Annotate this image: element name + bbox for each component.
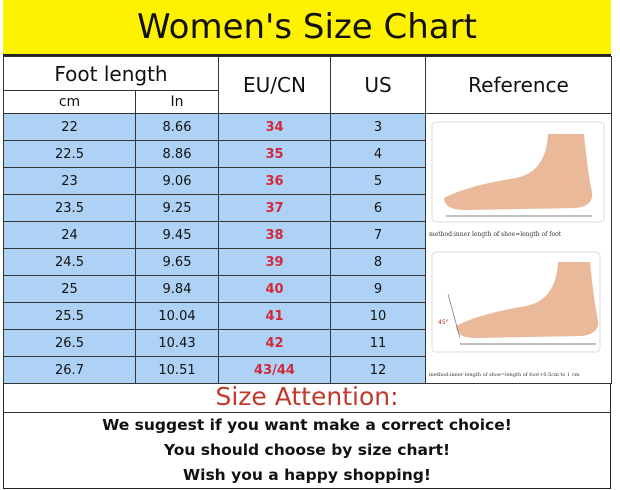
angle-label: 45° bbox=[438, 319, 449, 326]
cell-in: 9.84 bbox=[135, 275, 219, 303]
cell-us: 5 bbox=[330, 167, 426, 195]
cell-cm: 26.7 bbox=[3, 356, 136, 384]
foot-shape bbox=[444, 134, 593, 210]
attention-line: We suggest if you want make a correct ch… bbox=[102, 416, 512, 434]
header-in: In bbox=[135, 90, 219, 114]
foot-measure-image: 45° bbox=[431, 121, 605, 353]
attention-line: You should choose by size chart! bbox=[163, 441, 451, 459]
header-us: US bbox=[330, 56, 426, 114]
cell-eu: 36 bbox=[218, 167, 331, 195]
cell-eu: 41 bbox=[218, 302, 331, 330]
reference-cell: 45° method:inner length of shoe=length o… bbox=[425, 113, 612, 384]
reference-caption-2: method:inner length of shoe=length of fo… bbox=[429, 372, 580, 378]
cell-cm: 23.5 bbox=[3, 194, 136, 222]
cell-cm: 26.5 bbox=[3, 329, 136, 357]
cell-cm: 25.5 bbox=[3, 302, 136, 330]
cell-in: 9.45 bbox=[135, 221, 219, 249]
cell-eu: 37 bbox=[218, 194, 331, 222]
table-row: 26.7 10.51 43/44 12 bbox=[3, 356, 612, 384]
cell-cm: 24.5 bbox=[3, 248, 136, 276]
cell-us: 10 bbox=[330, 302, 426, 330]
cell-us: 4 bbox=[330, 140, 426, 168]
cell-us: 8 bbox=[330, 248, 426, 276]
cell-in: 10.43 bbox=[135, 329, 219, 357]
table-row: 25 9.84 40 9 bbox=[3, 275, 612, 303]
cell-cm: 23 bbox=[3, 167, 136, 195]
attention-message: We suggest if you want make a correct ch… bbox=[3, 413, 611, 488]
cell-eu: 40 bbox=[218, 275, 331, 303]
cell-cm: 25 bbox=[3, 275, 136, 303]
header-cm: cm bbox=[3, 90, 136, 114]
cell-in: 9.65 bbox=[135, 248, 219, 276]
cell-eu: 43/44 bbox=[218, 356, 331, 384]
cell-us: 6 bbox=[330, 194, 426, 222]
attention-line: Wish you a happy shopping! bbox=[183, 466, 431, 484]
cell-us: 7 bbox=[330, 221, 426, 249]
cell-eu: 42 bbox=[218, 329, 331, 357]
table-row: 26.5 10.43 42 11 bbox=[3, 329, 612, 357]
cell-cm: 22 bbox=[3, 113, 136, 141]
header-foot-length: Foot length bbox=[3, 56, 219, 91]
foot-shape bbox=[456, 262, 599, 338]
size-table: Foot length EU/CN US Reference cm In 22 8… bbox=[3, 56, 612, 384]
cell-us: 9 bbox=[330, 275, 426, 303]
table-row: 24.5 9.65 39 8 bbox=[3, 248, 612, 276]
cell-in: 9.06 bbox=[135, 167, 219, 195]
header-reference: Reference bbox=[425, 56, 612, 114]
cell-in: 9.25 bbox=[135, 194, 219, 222]
cell-eu: 34 bbox=[218, 113, 331, 141]
cell-cm: 22.5 bbox=[3, 140, 136, 168]
cell-in: 8.86 bbox=[135, 140, 219, 168]
cell-cm: 24 bbox=[3, 221, 136, 249]
table-row: 25.5 10.04 41 10 bbox=[3, 302, 612, 330]
cell-eu: 39 bbox=[218, 248, 331, 276]
table-row: 22 8.66 34 3 45° method:inner length of sho… bbox=[3, 113, 612, 384]
cell-in: 8.66 bbox=[135, 113, 219, 141]
reference-caption-1: method:inner length of shoe=length of fo… bbox=[429, 231, 562, 238]
size-attention-heading: Size Attention: bbox=[3, 382, 611, 413]
header-eu-cn: EU/CN bbox=[218, 56, 331, 114]
cell-us: 3 bbox=[330, 113, 426, 141]
cell-eu: 38 bbox=[218, 221, 331, 249]
cell-eu: 35 bbox=[218, 140, 331, 168]
cell-us: 12 bbox=[330, 356, 426, 384]
cell-us: 11 bbox=[330, 329, 426, 357]
cell-in: 10.51 bbox=[135, 356, 219, 384]
chart-title: Women's Size Chart bbox=[3, 0, 611, 56]
cell-in: 10.04 bbox=[135, 302, 219, 330]
table-row: 22.5 8.86 35 4 bbox=[3, 140, 612, 168]
